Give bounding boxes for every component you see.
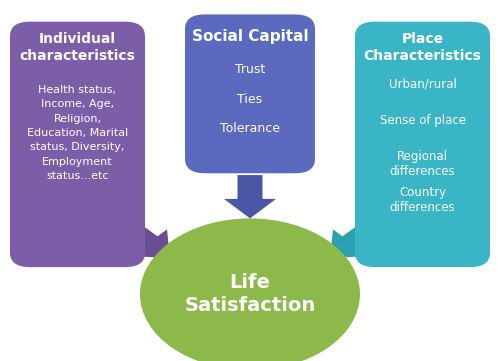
Text: Health status,
Income, Age,
Religion,
Education, Marital
status, Diversity,
Empl: Health status, Income, Age, Religion, Ed… — [27, 85, 128, 181]
FancyBboxPatch shape — [355, 22, 490, 267]
Ellipse shape — [140, 218, 360, 361]
Text: Place
Characteristics: Place Characteristics — [364, 32, 482, 63]
Polygon shape — [114, 217, 170, 258]
Text: Sense of place: Sense of place — [380, 114, 466, 127]
Text: Tolerance: Tolerance — [220, 122, 280, 135]
Text: Life
Satisfaction: Life Satisfaction — [184, 273, 316, 316]
Text: Social Capital: Social Capital — [192, 29, 308, 44]
Polygon shape — [224, 175, 276, 218]
Text: Country
differences: Country differences — [390, 186, 456, 214]
Text: Individual
characteristics: Individual characteristics — [20, 32, 136, 63]
FancyBboxPatch shape — [185, 14, 315, 173]
FancyBboxPatch shape — [10, 22, 145, 267]
Text: Trust: Trust — [235, 63, 265, 76]
Text: Urban/rural: Urban/rural — [388, 78, 456, 91]
Polygon shape — [330, 217, 386, 258]
Text: Regional
differences: Regional differences — [390, 150, 456, 178]
Text: Ties: Ties — [238, 93, 262, 106]
